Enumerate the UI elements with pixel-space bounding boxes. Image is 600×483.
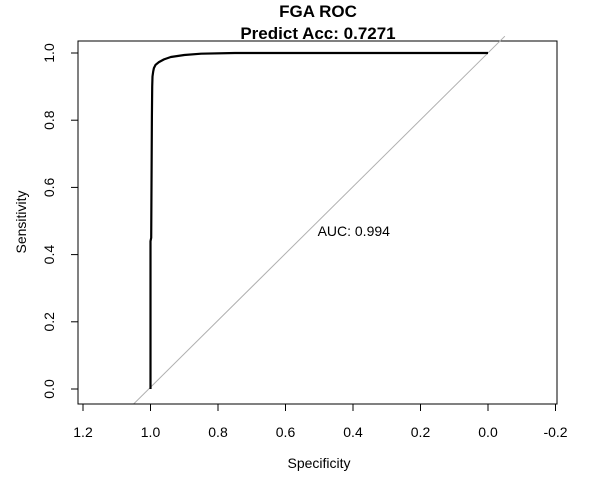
- x-tick-label: 0.6: [276, 424, 296, 440]
- y-tick-label: 0.6: [41, 177, 57, 197]
- y-tick-label: 0.0: [41, 379, 57, 399]
- y-axis: 0.0 0.2 0.4 0.6 0.8 1.0: [41, 43, 79, 399]
- y-axis-label: Sensitivity: [13, 190, 29, 253]
- x-tick-label: -0.2: [543, 424, 567, 440]
- x-tick-label: 0.8: [208, 424, 228, 440]
- chart-title: FGA ROC: [279, 2, 357, 21]
- auc-annotation: AUC: 0.994: [318, 223, 391, 239]
- y-tick-label: 0.2: [41, 312, 57, 332]
- roc-curve-line: [149, 51, 488, 389]
- x-axis: 1.2 1.0 0.8 0.6 0.4 0.2 0.0 -0.2: [73, 403, 568, 440]
- y-tick-label: 1.0: [41, 43, 57, 63]
- x-tick-label: 0.2: [411, 424, 431, 440]
- x-tick-label: 1.0: [141, 424, 161, 440]
- reference-line-layer: [133, 35, 506, 405]
- chance-diagonal-line: [133, 35, 506, 405]
- y-tick-label: 0.4: [41, 245, 57, 265]
- x-tick-label: 1.2: [73, 424, 93, 440]
- series-layer: [149, 51, 488, 389]
- x-tick-label: 0.0: [478, 424, 498, 440]
- y-tick-label: 0.8: [41, 110, 57, 130]
- x-axis-label: Specificity: [287, 455, 350, 471]
- chart-subtitle: Predict Acc: 0.7271: [240, 24, 395, 43]
- x-tick-label: 0.4: [343, 424, 363, 440]
